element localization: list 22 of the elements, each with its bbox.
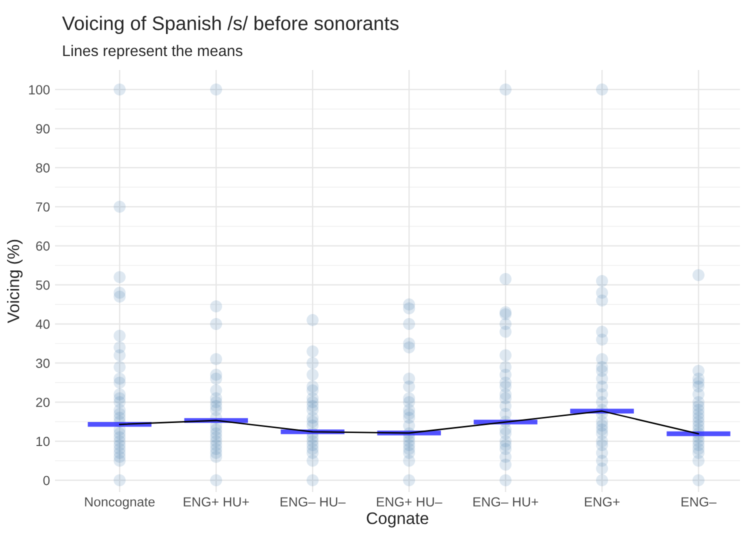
y-tick-label: 90 [36,124,50,134]
y-tick-label: 20 [36,398,50,408]
x-tick-label: ENG+ [584,497,620,507]
y-tick-label: 10 [36,436,50,446]
y-tick-label: 30 [36,358,50,368]
x-tick-label: ENG+ HU+ [184,497,249,507]
y-tick-label: 60 [36,241,50,251]
x-tick-label: ENG– HU+ [473,497,538,507]
x-tick-label: ENG– HU– [280,497,346,507]
y-tick-label: 100 [29,85,50,94]
y-tick-label: 0 [43,476,50,486]
y-tick-label: 80 [36,163,50,173]
x-tick-label: ENG– [682,497,716,507]
chart-title: Voicing of Spanish /s/ before sonorants [62,16,399,34]
y-tick-label: 40 [36,320,50,329]
x-tick-label: ENG+ HU– [376,497,442,507]
x-tick-label: Noncognate [85,497,155,510]
y-tick-label: 70 [36,202,50,212]
x-axis-title: Cognate [366,512,428,528]
y-axis-title: Voicing (%) [7,240,23,324]
chart-subtitle: Lines represent the means [63,44,242,60]
y-tick-label: 50 [36,280,50,290]
